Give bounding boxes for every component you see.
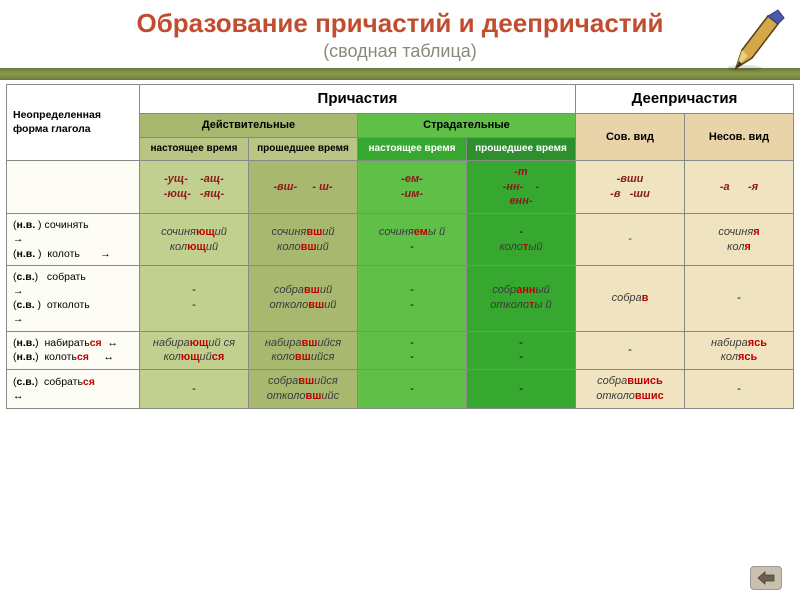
cell-ger-imperf: - <box>684 265 793 331</box>
cell-pas-pres: - <box>357 370 466 409</box>
cell-act-past: собравшийотколовший <box>248 265 357 331</box>
hdr-verb-form: Неопределенная форма глагола <box>7 85 140 161</box>
cell-act-past: собравшийсяотколовшийс <box>248 370 357 409</box>
hdr-active: Действительные <box>139 114 357 138</box>
cell-ger-imperf: набираяськолясь <box>684 331 793 370</box>
cell-pas-pres: -- <box>357 331 466 370</box>
slide: Образование причастий и деепричастий (св… <box>0 0 800 600</box>
hdr-participles: Причастия <box>139 85 575 114</box>
cell-ger-perf: собравшисьотколовшис <box>575 370 684 409</box>
suffix-pas-past: -т-нн- -енн- <box>466 160 575 214</box>
page-subtitle: (сводная таблица) <box>40 41 760 62</box>
suffix-pas-pres: -ем--им- <box>357 160 466 214</box>
cell-act-pres: - <box>139 370 248 409</box>
hdr-act-pres: настоящее время <box>139 138 248 161</box>
divider-bar <box>0 68 800 80</box>
hdr-pas-pres: настоящее время <box>357 138 466 161</box>
cell-ger-perf: собрав <box>575 265 684 331</box>
hdr-gerunds: Деепричастия <box>575 85 793 114</box>
cell-ger-imperf: сочиняяколя <box>684 214 793 266</box>
title-area: Образование причастий и деепричастий (св… <box>0 0 800 64</box>
cell-act-pres: набирающий сяколющийся <box>139 331 248 370</box>
cell-pas-pres: -- <box>357 265 466 331</box>
hdr-verb-form-label: Неопределенная форма глагола <box>13 109 101 135</box>
hdr-perfective: Сов. вид <box>575 114 684 160</box>
cell-ger-perf: - <box>575 214 684 266</box>
suffix-act-pres: -ущ- -ащ--ющ- -ящ- <box>139 160 248 214</box>
hdr-imperfective: Несов. вид <box>684 114 793 160</box>
suffix-row: -ущ- -ащ--ющ- -ящ- -вш- - ш- -ем--им- -т… <box>7 160 794 214</box>
table-row: (н.в. ) сочинять→(н.в. ) колоть → сочиня… <box>7 214 794 266</box>
cell-pas-past: - <box>466 370 575 409</box>
table-row: (с.в.) собрать→(с.в. ) отколоть→ -- собр… <box>7 265 794 331</box>
table-row: (с.в.) собраться↔ - собравшийсяотколовши… <box>7 370 794 409</box>
cell-act-pres: сочиняющийколющий <box>139 214 248 266</box>
cell-act-pres: -- <box>139 265 248 331</box>
suffix-ger-imperf: -а -я <box>684 160 793 214</box>
suffix-act-past: -вш- - ш- <box>248 160 357 214</box>
verb-cell: (с.в.) собрать→(с.в. ) отколоть→ <box>7 265 140 331</box>
page-title: Образование причастий и деепричастий <box>40 8 760 39</box>
cell-pas-past: -колотый <box>466 214 575 266</box>
table-row: (н.в.) набираться ↔(н.в.) колоться ↔ наб… <box>7 331 794 370</box>
header-row-1: Неопределенная форма глагола Причастия Д… <box>7 85 794 114</box>
cell-act-past: набиравшийсяколовшийся <box>248 331 357 370</box>
formation-table: Неопределенная форма глагола Причастия Д… <box>6 84 794 409</box>
pen-icon <box>728 6 788 76</box>
verb-cell: (с.в.) собраться↔ <box>7 370 140 409</box>
cell-act-past: сочинявшийколовший <box>248 214 357 266</box>
back-arrow-icon <box>756 571 776 585</box>
suffix-blank <box>7 160 140 214</box>
hdr-pas-past: прошедшее время <box>466 138 575 161</box>
cell-pas-past: -- <box>466 331 575 370</box>
hdr-act-past: прошедшее время <box>248 138 357 161</box>
verb-cell: (н.в.) набираться ↔(н.в.) колоться ↔ <box>7 331 140 370</box>
cell-pas-past: собранныйотколоты й <box>466 265 575 331</box>
hdr-passive: Страдательные <box>357 114 575 138</box>
cell-pas-pres: сочиняемы й- <box>357 214 466 266</box>
cell-ger-imperf: - <box>684 370 793 409</box>
cell-ger-perf: - <box>575 331 684 370</box>
verb-cell: (н.в. ) сочинять→(н.в. ) колоть → <box>7 214 140 266</box>
back-button[interactable] <box>750 566 782 590</box>
table-container: Неопределенная форма глагола Причастия Д… <box>0 80 800 409</box>
suffix-ger-perf: -вши-в -ши <box>575 160 684 214</box>
